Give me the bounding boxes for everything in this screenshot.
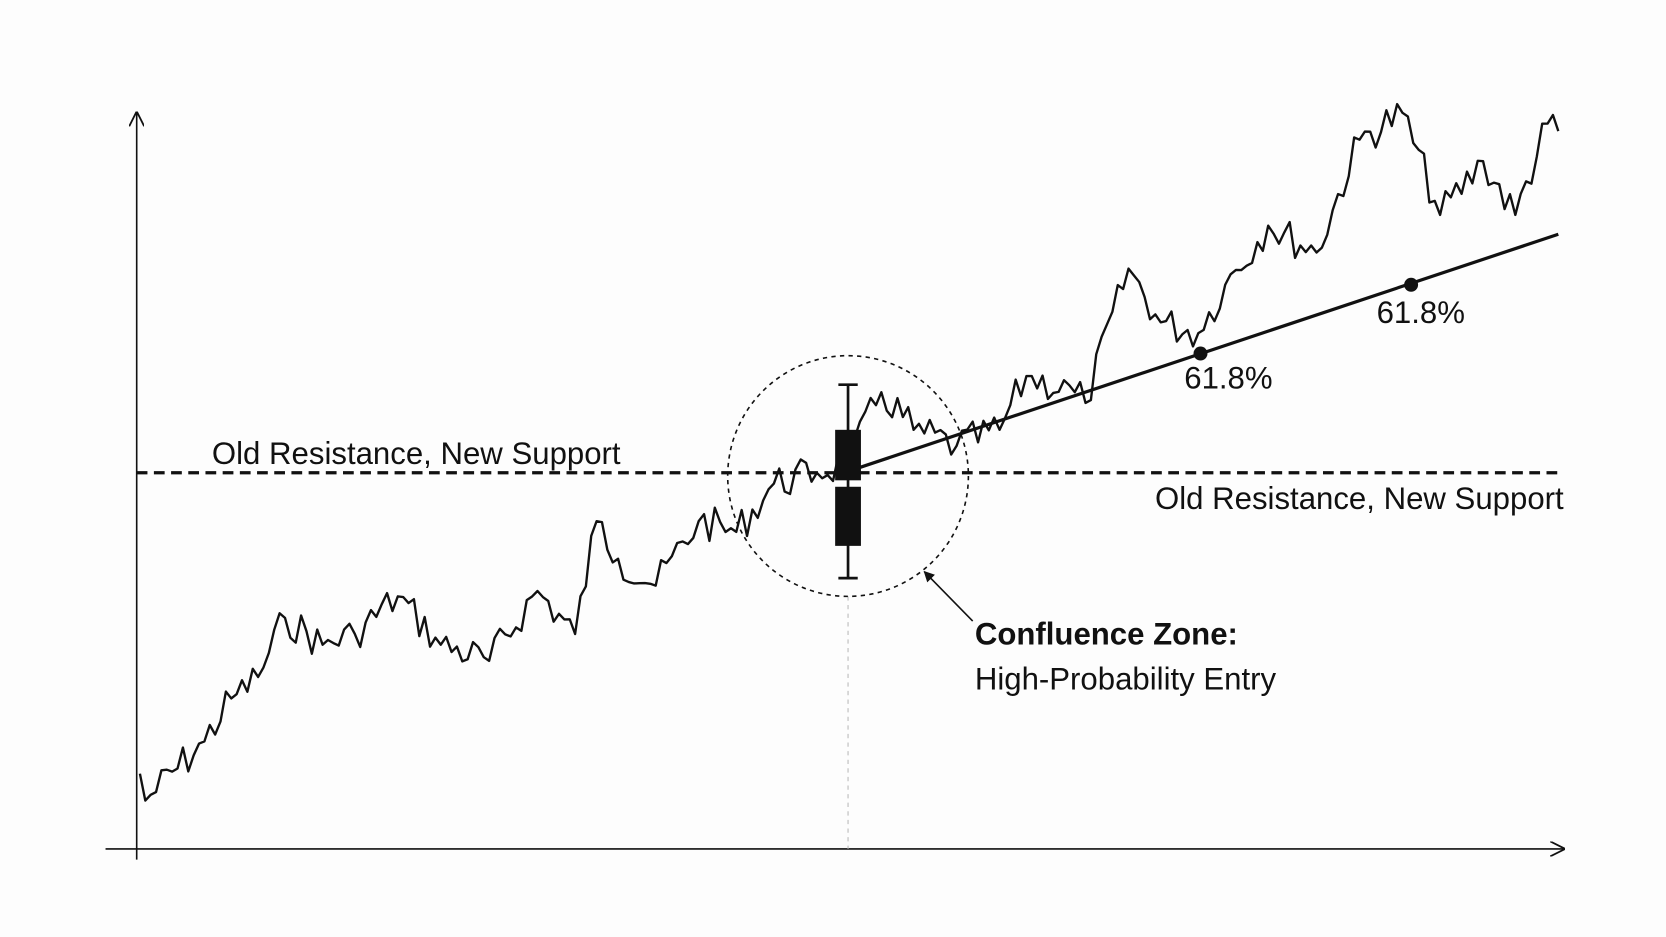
fib-point bbox=[1404, 277, 1419, 292]
candle-body bbox=[835, 486, 861, 546]
callout-subtitle: High-Probability Entry bbox=[975, 661, 1277, 696]
candle-body bbox=[835, 429, 861, 481]
support-label: Old Resistance, New Support bbox=[212, 436, 621, 471]
callout-title: Confluence Zone: bbox=[975, 616, 1238, 651]
support-label: Old Resistance, New Support bbox=[1155, 481, 1564, 516]
fib-label: 61.8% bbox=[1184, 361, 1272, 396]
fib-point bbox=[1193, 346, 1208, 361]
trend-line bbox=[859, 232, 1559, 469]
fib-label: 61.8% bbox=[1377, 295, 1465, 330]
callout-arrow bbox=[923, 570, 974, 622]
confluence-circle bbox=[726, 354, 970, 598]
